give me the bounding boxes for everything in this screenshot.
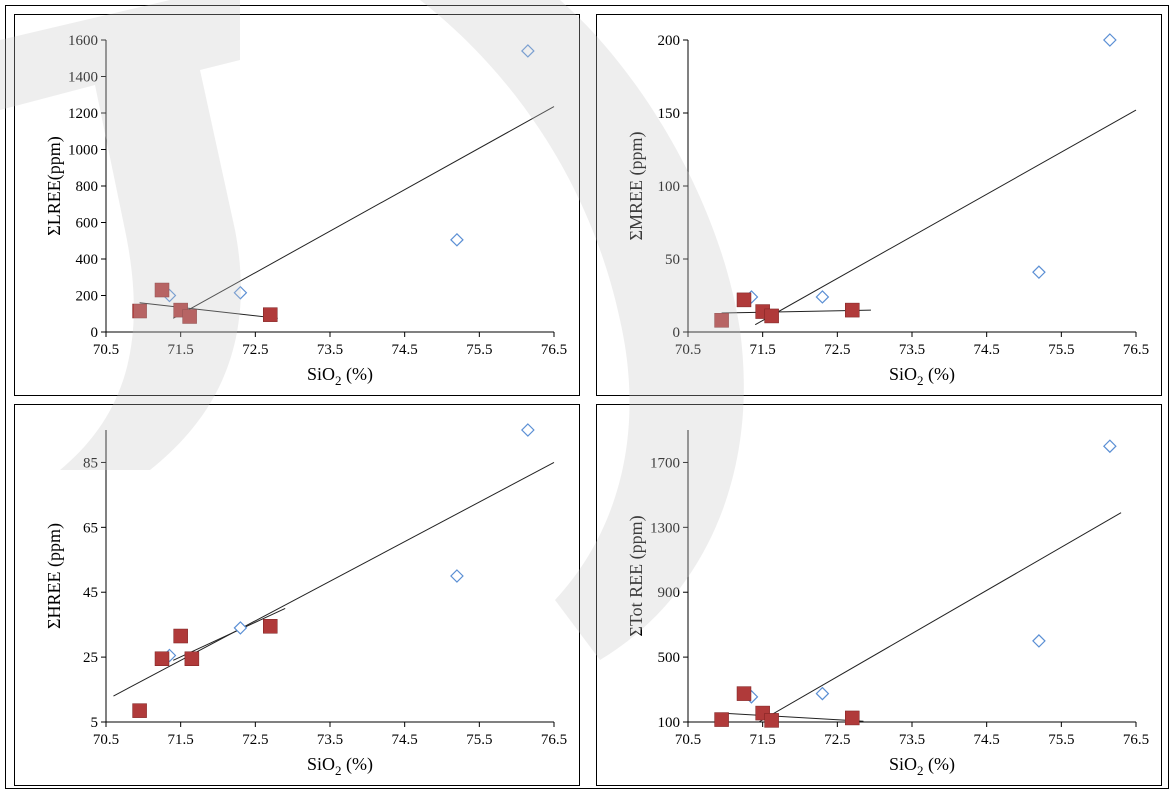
scatter-chart: 0 200 400 600 800 1000 1200 1400 1600 70.5 71.5 72.… xyxy=(14,14,580,396)
x-label-unit: (%) xyxy=(342,754,373,775)
x-label-main: SiO xyxy=(307,364,335,384)
lree-panel: 0 200 400 600 800 1000 1200 1400 1600 70.5 71.5 72.… xyxy=(14,14,580,396)
data-point-square xyxy=(845,303,859,317)
scatter-chart: 100 500 900 1300 1700 70.5 71.5 72.5 73.5 74.5 75.… xyxy=(596,404,1162,786)
panel-border xyxy=(15,15,580,396)
x-tick-label: 76.5 xyxy=(1123,732,1149,748)
hree-panel: 5 25 45 65 85 70.5 71.5 72.5 73.5 74.5 75.5 76.5 SiO… xyxy=(14,404,580,786)
y-tick-label: 100 xyxy=(658,715,681,731)
x-tick-label: 71.5 xyxy=(168,732,194,748)
x-tick-label: 72.5 xyxy=(824,732,850,748)
y-tick-label: 45 xyxy=(83,585,98,601)
x-tick-label: 73.5 xyxy=(317,732,343,748)
scatter-chart: 5 25 45 65 85 70.5 71.5 72.5 73.5 74.5 75.5 76.5 SiO… xyxy=(14,404,580,786)
y-tick-label: 200 xyxy=(76,289,99,305)
data-point-square xyxy=(737,293,751,307)
data-point-square xyxy=(185,652,199,666)
x-label-main: SiO xyxy=(307,754,335,774)
x-label-unit: (%) xyxy=(924,754,955,775)
y-axis-label: ΣMREE (ppm) xyxy=(626,132,647,241)
x-label-main: SiO xyxy=(889,364,917,384)
x-tick-label: 74.5 xyxy=(392,732,418,748)
x-tick-label: 74.5 xyxy=(974,732,1000,748)
x-tick-label: 74.5 xyxy=(392,342,418,358)
data-point-square xyxy=(263,619,277,633)
panel-border xyxy=(597,405,1162,786)
panel-border xyxy=(597,15,1162,396)
y-tick-label: 5 xyxy=(91,715,99,731)
x-tick-label: 73.5 xyxy=(899,732,925,748)
scatter-chart: 0 50 100 150 200 70.5 71.5 72.5 73.5 74.5 75.5 76.5… xyxy=(596,14,1162,396)
data-point-square xyxy=(155,652,169,666)
y-tick-label: 400 xyxy=(76,252,99,268)
data-point-square xyxy=(715,713,729,727)
data-point-square xyxy=(183,309,197,323)
y-tick-label: 600 xyxy=(76,216,99,232)
x-label-unit: (%) xyxy=(342,364,373,385)
y-tick-label: 1300 xyxy=(650,520,680,536)
x-tick-label: 71.5 xyxy=(168,342,194,358)
data-point-square xyxy=(133,304,147,318)
x-tick-label: 75.5 xyxy=(1048,732,1074,748)
total-ree-panel: 100 500 900 1300 1700 70.5 71.5 72.5 73.5 74.5 75.… xyxy=(596,404,1162,786)
x-tick-label: 76.5 xyxy=(541,342,567,358)
panel-border xyxy=(15,405,580,786)
y-tick-label: 1700 xyxy=(650,455,680,471)
y-tick-label: 0 xyxy=(91,325,99,341)
x-tick-label: 76.5 xyxy=(541,732,567,748)
data-point-square xyxy=(174,629,188,643)
data-point-square xyxy=(737,687,751,701)
data-point-square xyxy=(133,704,147,718)
y-axis-label: ΣLREE(ppm) xyxy=(44,136,65,235)
x-tick-label: 70.5 xyxy=(93,732,119,748)
y-tick-label: 25 xyxy=(83,650,98,666)
data-point-square xyxy=(715,313,729,327)
y-tick-label: 1600 xyxy=(68,33,98,49)
x-tick-label: 70.5 xyxy=(675,732,701,748)
figure-frame: 0200400600800100012001400160070.571.572.… xyxy=(5,5,1169,789)
y-tick-label: 200 xyxy=(658,33,681,49)
x-label-unit: (%) xyxy=(924,364,955,385)
y-tick-label: 1000 xyxy=(68,143,98,159)
y-tick-label: 100 xyxy=(658,179,681,195)
y-tick-label: 50 xyxy=(665,252,680,268)
y-axis-label: ΣHREE (ppm) xyxy=(44,523,65,629)
y-tick-label: 65 xyxy=(83,520,98,536)
x-tick-label: 70.5 xyxy=(675,342,701,358)
x-tick-label: 75.5 xyxy=(466,342,492,358)
y-tick-label: 800 xyxy=(76,179,99,195)
x-tick-label: 73.5 xyxy=(317,342,343,358)
x-tick-label: 71.5 xyxy=(750,732,776,748)
mree-panel: 0 50 100 150 200 70.5 71.5 72.5 73.5 74.5 75.5 76.5… xyxy=(596,14,1162,396)
x-tick-label: 72.5 xyxy=(242,732,268,748)
x-tick-label: 72.5 xyxy=(242,342,268,358)
x-tick-label: 70.5 xyxy=(93,342,119,358)
x-tick-label: 75.5 xyxy=(1048,342,1074,358)
data-point-square xyxy=(765,713,779,727)
x-tick-label: 72.5 xyxy=(824,342,850,358)
x-tick-label: 74.5 xyxy=(974,342,1000,358)
x-tick-label: 76.5 xyxy=(1123,342,1149,358)
y-tick-label: 1400 xyxy=(68,70,98,86)
y-tick-label: 1200 xyxy=(68,106,98,122)
y-tick-label: 150 xyxy=(658,106,681,122)
x-tick-label: 73.5 xyxy=(899,342,925,358)
data-point-square xyxy=(263,308,277,322)
x-tick-label: 75.5 xyxy=(466,732,492,748)
y-tick-label: 900 xyxy=(658,585,681,601)
data-point-square xyxy=(155,283,169,297)
y-tick-label: 500 xyxy=(658,650,681,666)
data-point-square xyxy=(765,309,779,323)
y-tick-label: 0 xyxy=(673,325,681,341)
y-tick-label: 85 xyxy=(83,455,98,471)
y-axis-label: ΣTot REE (ppm) xyxy=(626,515,647,636)
x-tick-label: 71.5 xyxy=(750,342,776,358)
x-label-main: SiO xyxy=(889,754,917,774)
data-point-square xyxy=(845,711,859,725)
